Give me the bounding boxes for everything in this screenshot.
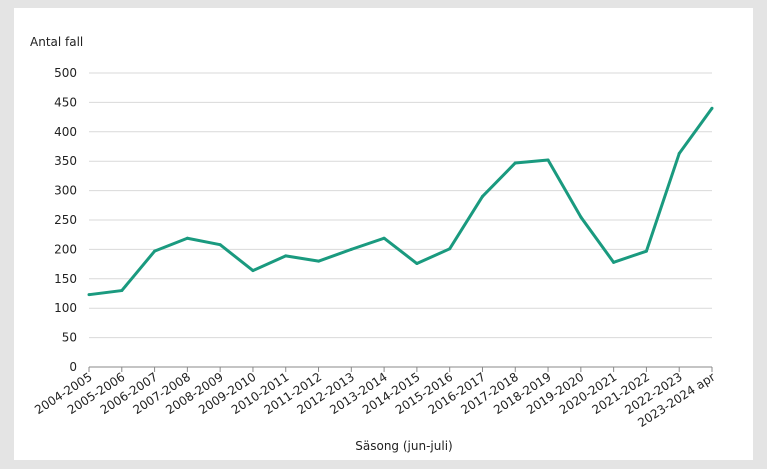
data-point: [153, 249, 157, 253]
y-tick-labels: 0 50 100 150 200 250 300 350 400 450 500: [54, 66, 77, 374]
data-point: [415, 262, 419, 266]
y-tick-label: 200: [54, 242, 77, 256]
chart-card: Antal fall 0 50 100 150 200 250 300 350 400 450 50…: [14, 8, 753, 460]
y-tick-label: 450: [54, 95, 77, 109]
data-point: [546, 158, 550, 162]
y-tick-label: 250: [54, 213, 77, 227]
data-point: [448, 247, 452, 251]
x-axis-title: Säsong (jun-juli): [355, 439, 452, 453]
y-tick-label: 300: [54, 184, 77, 198]
y-tick-label: 0: [69, 360, 77, 374]
y-tick-label: 500: [54, 66, 77, 80]
x-tick-labels: 2004-20052005-20062006-20072007-20082008…: [32, 370, 718, 430]
data-point: [284, 254, 288, 258]
gridlines: [89, 72, 712, 339]
line-chart: Antal fall 0 50 100 150 200 250 300 350 400 450 50…: [30, 35, 718, 453]
data-point: [710, 106, 714, 110]
x-tick-marks: [88, 367, 713, 372]
y-axis-title: Antal fall: [30, 35, 83, 49]
series-layer: [87, 106, 714, 297]
y-tick-label: 400: [54, 125, 77, 139]
data-point: [612, 260, 616, 264]
y-tick-label: 50: [62, 331, 77, 345]
data-point: [120, 289, 124, 293]
y-tick-label: 350: [54, 154, 77, 168]
data-point: [317, 259, 321, 263]
data-point: [677, 152, 681, 156]
y-tick-label: 100: [54, 301, 77, 315]
data-point: [349, 247, 353, 251]
data-point: [579, 215, 583, 219]
data-point: [87, 293, 91, 297]
data-point: [251, 269, 255, 273]
data-point: [218, 243, 222, 247]
y-tick-label: 150: [54, 272, 77, 286]
data-point: [480, 194, 484, 198]
data-point: [644, 249, 648, 253]
data-point: [185, 236, 189, 240]
data-point: [513, 161, 517, 165]
series-line: [88, 107, 714, 297]
data-point: [382, 236, 386, 240]
